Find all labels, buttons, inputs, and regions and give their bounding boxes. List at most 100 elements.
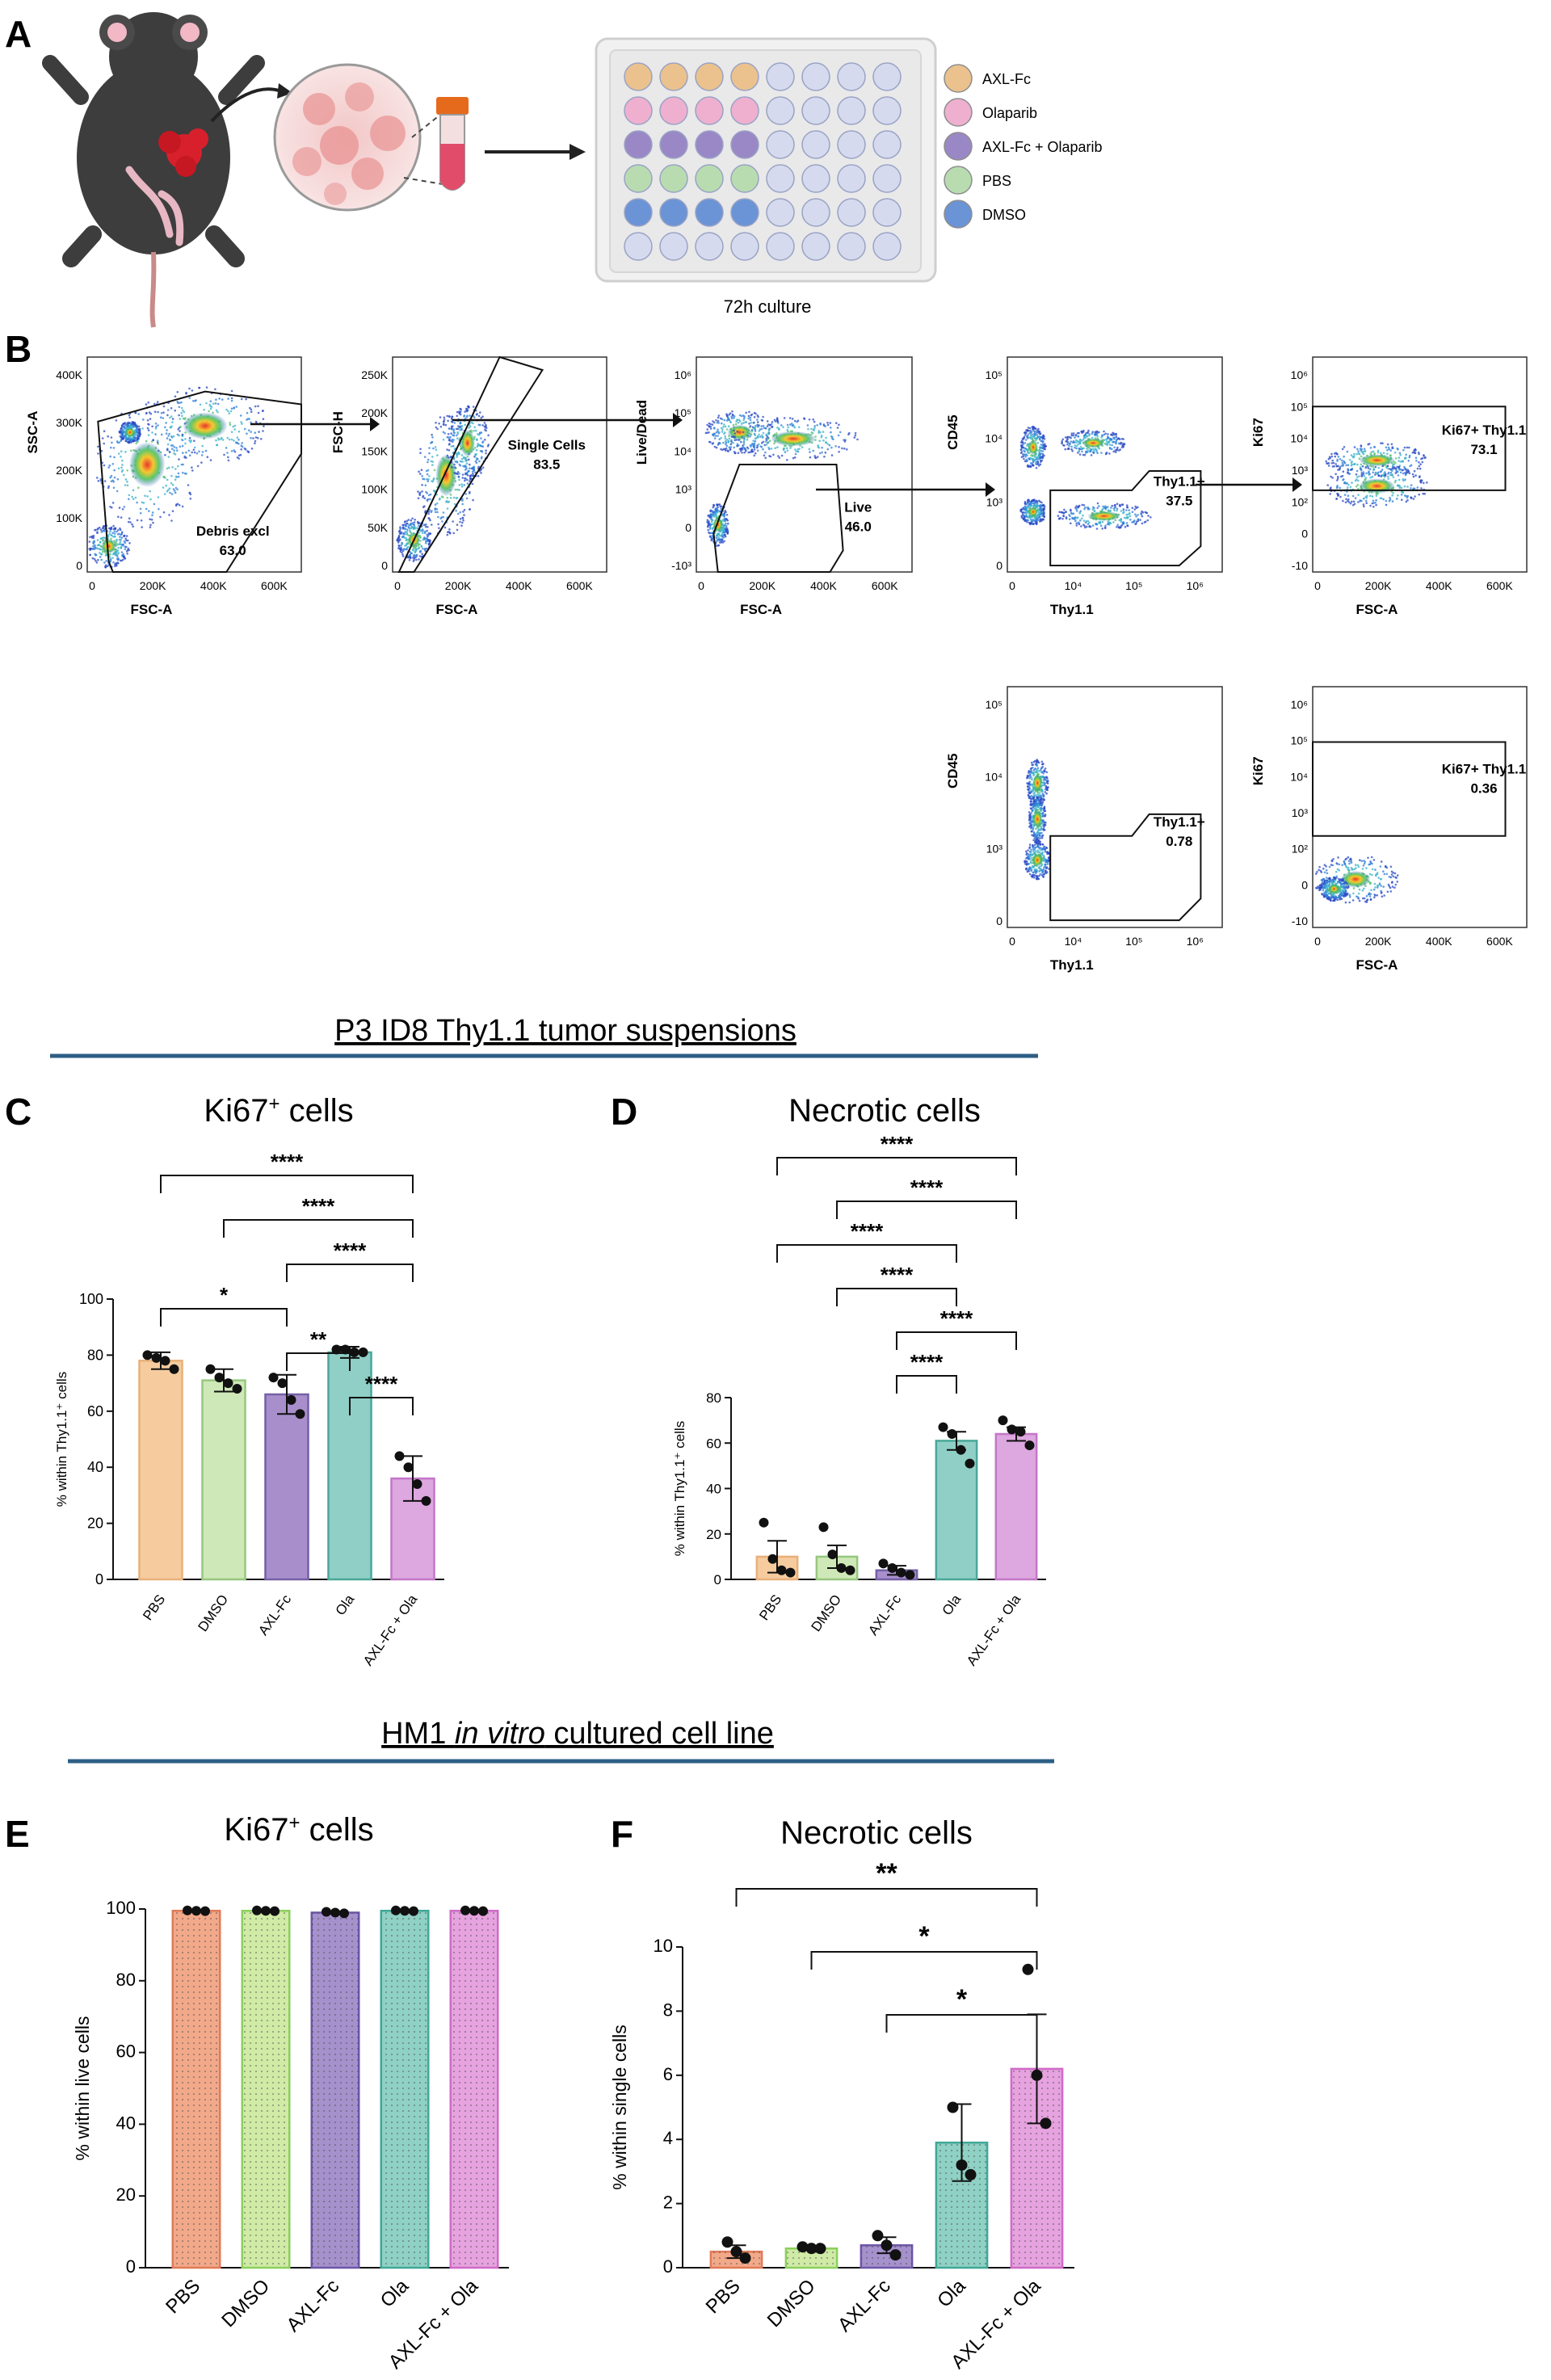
plate-well — [695, 62, 724, 91]
flow-event — [191, 451, 193, 454]
flow-xtick: 400K — [810, 579, 837, 592]
flow-ytick: 10⁵ — [1291, 400, 1308, 413]
flow-event — [412, 528, 415, 530]
flow-event — [473, 465, 476, 469]
flow-event — [148, 423, 150, 426]
flow-event — [1396, 498, 1398, 500]
flow-event — [434, 503, 437, 506]
flow-event — [406, 528, 409, 531]
flow-event — [137, 413, 140, 415]
flow-event — [262, 430, 264, 432]
flow-xlabel: FSC-A — [1356, 602, 1398, 617]
flow-event — [468, 427, 470, 429]
flow-event — [1038, 438, 1041, 441]
flow-event — [1375, 494, 1378, 497]
flow-event — [1365, 502, 1368, 504]
flow-event — [1036, 515, 1038, 519]
flow-event — [725, 518, 728, 521]
flow-event — [458, 489, 460, 491]
flow-event — [112, 561, 115, 564]
flow-event — [1110, 433, 1112, 436]
flow-event — [115, 542, 118, 545]
flow-event — [474, 471, 477, 474]
flow-event — [1020, 451, 1023, 453]
flow-event — [1030, 761, 1033, 764]
flow-event — [476, 439, 478, 441]
flow-event — [1040, 770, 1042, 773]
flow-event — [125, 535, 128, 537]
flow-event — [742, 431, 745, 434]
flow-event — [718, 510, 721, 513]
flow-event — [1104, 524, 1107, 527]
flow-event — [254, 442, 256, 444]
flow-event — [407, 519, 410, 521]
flow-event — [427, 478, 430, 481]
flow-event — [414, 551, 417, 554]
flow-event — [142, 418, 145, 421]
flow-ylabel: FSC-H — [330, 411, 346, 453]
flow-event — [1423, 481, 1425, 485]
plate-well — [624, 96, 653, 125]
flow-event — [789, 423, 792, 426]
flow-event — [109, 476, 111, 479]
flow-event — [113, 552, 116, 554]
flow-event — [181, 414, 183, 418]
flow-xtick: 0 — [1314, 579, 1321, 592]
flow-event — [1028, 873, 1032, 876]
96-well-plate — [595, 37, 937, 283]
flow-event — [199, 403, 202, 406]
flow-event — [1391, 500, 1394, 502]
flow-event — [464, 460, 467, 462]
flow-event — [1041, 812, 1044, 815]
flow-event — [760, 418, 763, 422]
flow-event — [95, 553, 97, 557]
flow-event — [164, 454, 166, 456]
flow-event — [1088, 434, 1091, 437]
flow-event — [171, 510, 174, 512]
flow-event — [418, 543, 421, 546]
flow-event — [419, 448, 422, 451]
flow-event — [843, 439, 845, 441]
flow-event — [433, 469, 436, 472]
flow-event — [120, 516, 123, 519]
flow-event — [114, 528, 117, 531]
flow-event — [146, 495, 149, 498]
flow-xtick: 10⁵ — [1125, 579, 1142, 592]
flow-event — [1351, 494, 1355, 498]
flow-event — [1026, 856, 1028, 859]
flow-event — [111, 553, 115, 556]
flow-event — [1108, 452, 1111, 455]
flow-event — [427, 460, 429, 464]
flow-event — [729, 443, 733, 446]
flow-ytick: 10⁶ — [675, 368, 691, 381]
flow-event — [427, 480, 430, 482]
flow-event — [1104, 507, 1107, 509]
flow-event — [1035, 437, 1038, 440]
flow-event — [1335, 463, 1337, 465]
flow-event — [459, 520, 461, 524]
flow-event — [1339, 468, 1341, 470]
flow-event — [226, 452, 229, 454]
flow-event — [1413, 469, 1416, 473]
flow-event — [236, 456, 239, 459]
flow-event — [474, 460, 477, 463]
flow-density-peak — [1359, 478, 1395, 494]
flow-event — [162, 475, 166, 478]
flow-event — [728, 437, 731, 440]
flow-event — [473, 426, 476, 429]
flow-event — [762, 440, 765, 444]
plate-well — [766, 62, 795, 91]
flow-ylabel: Live/Dead — [634, 400, 649, 465]
plate-well — [624, 62, 653, 91]
flow-event — [1110, 507, 1112, 509]
flow-event — [108, 532, 111, 535]
flow-event — [191, 389, 194, 392]
flow-event — [1091, 524, 1095, 527]
flow-event — [1087, 429, 1090, 432]
plate-well — [872, 198, 902, 227]
flow-event — [708, 514, 710, 517]
flow-event — [710, 539, 712, 542]
plate-well — [624, 130, 653, 159]
flow-event — [460, 483, 463, 486]
